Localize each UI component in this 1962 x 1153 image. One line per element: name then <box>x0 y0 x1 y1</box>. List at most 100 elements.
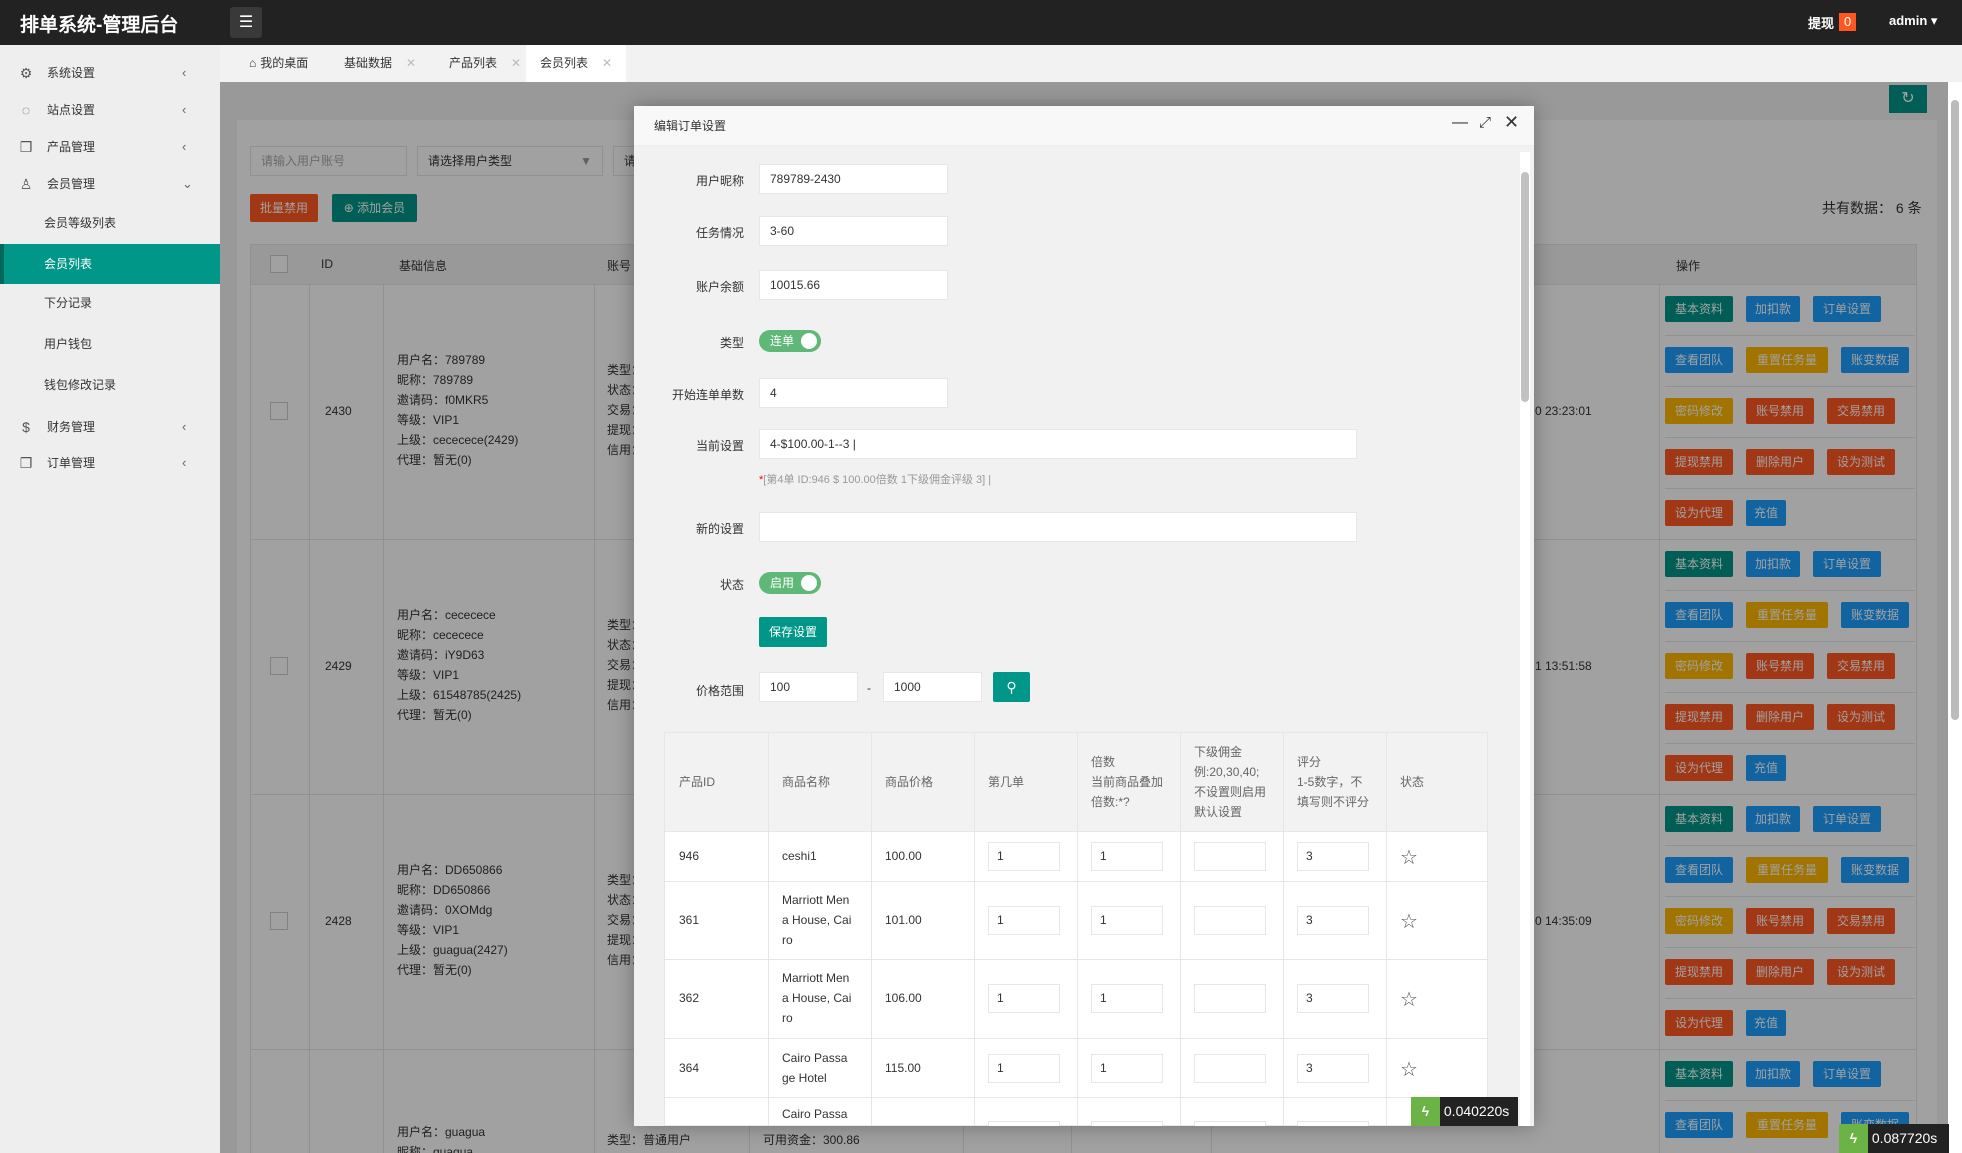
sidebar-item[interactable]: 会员列表 <box>0 244 220 284</box>
op-button[interactable]: 基本资料 <box>1665 296 1733 322</box>
op-button[interactable]: 加扣款 <box>1746 1061 1800 1087</box>
commission-input[interactable] <box>1194 984 1266 1013</box>
price-min-input[interactable]: 100 <box>759 672 858 702</box>
withdraw-link[interactable]: 提现 <box>1808 16 1835 31</box>
page-scrollbar[interactable] <box>1948 82 1962 1153</box>
star-icon[interactable]: ☆ <box>1400 1058 1418 1081</box>
commission-input[interactable] <box>1194 1053 1266 1083</box>
op-button[interactable]: 账变数据 <box>1841 347 1909 373</box>
op-button[interactable]: 提现禁用 <box>1665 959 1733 985</box>
op-button[interactable]: 设为代理 <box>1665 755 1733 781</box>
op-button[interactable]: 重置任务量 <box>1746 857 1828 883</box>
op-button[interactable]: 重置任务量 <box>1746 1112 1828 1138</box>
type-toggle[interactable]: 连单 <box>759 330 821 352</box>
user-type-select[interactable]: 请选择用户类型 ▼ <box>417 146 603 176</box>
maximize-icon[interactable]: ⤢ <box>1479 114 1492 131</box>
op-button[interactable]: 删除用户 <box>1746 959 1814 985</box>
minimize-icon[interactable]: — <box>1452 114 1468 131</box>
refresh-button[interactable]: ↻ <box>1889 85 1927 113</box>
op-button[interactable]: 设为测试 <box>1827 449 1895 475</box>
op-button[interactable]: 基本资料 <box>1665 1061 1733 1087</box>
order-number-input[interactable]: 1 <box>988 842 1060 871</box>
order-number-input[interactable]: 1 <box>988 906 1060 935</box>
sidebar-item[interactable]: 下分记录 <box>0 285 220 321</box>
add-member-button[interactable]: ⊕ 添加会员 <box>332 194 417 222</box>
order-number-input[interactable]: 1 <box>988 1053 1060 1083</box>
search-button[interactable]: ⚲ <box>993 672 1030 702</box>
op-button[interactable]: 删除用户 <box>1746 449 1814 475</box>
op-button[interactable]: 查看团队 <box>1665 857 1733 883</box>
user-menu[interactable]: admin ▾ <box>1889 13 1938 28</box>
op-button[interactable]: 交易禁用 <box>1827 653 1895 679</box>
multiplier-input[interactable]: 1 <box>1091 1121 1163 1126</box>
menu-toggle-button[interactable]: ☰ <box>230 7 262 38</box>
op-button[interactable]: 加扣款 <box>1746 806 1800 832</box>
multiplier-input[interactable]: 1 <box>1091 984 1163 1013</box>
multiplier-input[interactable]: 1 <box>1091 1053 1163 1083</box>
op-button[interactable]: 查看团队 <box>1665 347 1733 373</box>
op-button[interactable]: 基本资料 <box>1665 551 1733 577</box>
sidebar-item[interactable]: ❒ 产品管理 ‹ <box>0 129 220 165</box>
op-button[interactable]: 订单设置 <box>1813 296 1881 322</box>
star-icon[interactable]: ☆ <box>1400 847 1418 869</box>
op-button[interactable]: 加扣款 <box>1746 551 1800 577</box>
price-max-input[interactable]: 1000 <box>883 672 982 702</box>
row-checkbox[interactable] <box>270 912 288 930</box>
dialog-scrollbar[interactable] <box>1520 152 1530 1126</box>
batch-disable-button[interactable]: 批量禁用 <box>250 194 318 222</box>
row-checkbox[interactable] <box>270 402 288 420</box>
star-icon[interactable]: ☆ <box>1400 1121 1418 1126</box>
tab-2[interactable]: 产品列表 ✕ <box>435 45 535 82</box>
sidebar-item[interactable]: ❒ 订单管理 ‹ <box>0 445 220 481</box>
task-input[interactable]: 3-60 <box>759 216 948 246</box>
op-button[interactable]: 提现禁用 <box>1665 449 1733 475</box>
op-button[interactable]: 重置任务量 <box>1746 602 1828 628</box>
op-button[interactable]: 账号禁用 <box>1746 908 1814 934</box>
op-button[interactable]: 交易禁用 <box>1827 908 1895 934</box>
op-button[interactable]: 提现禁用 <box>1665 704 1733 730</box>
op-button[interactable]: 密码修改 <box>1665 908 1733 934</box>
close-tab-icon[interactable]: ✕ <box>602 56 613 70</box>
start-count-input[interactable]: 4 <box>759 378 948 408</box>
op-button[interactable]: 充值 <box>1746 1010 1786 1036</box>
sidebar-item[interactable]: $ 财务管理 ‹ <box>0 409 220 445</box>
op-button[interactable]: 密码修改 <box>1665 653 1733 679</box>
sidebar-item[interactable]: 用户钱包 <box>0 326 220 362</box>
op-button[interactable]: 设为代理 <box>1665 1010 1733 1036</box>
row-checkbox[interactable] <box>270 657 288 675</box>
sidebar-item[interactable]: 会员等级列表 <box>0 205 220 241</box>
op-button[interactable]: 查看团队 <box>1665 1112 1733 1138</box>
op-button[interactable]: 加扣款 <box>1746 296 1800 322</box>
nickname-input[interactable]: 789789-2430 <box>759 164 948 194</box>
close-tab-icon[interactable]: ✕ <box>511 56 522 70</box>
star-icon[interactable]: ☆ <box>1400 911 1418 933</box>
close-icon[interactable]: ✕ <box>1504 112 1520 132</box>
balance-input[interactable]: 10015.66 <box>759 270 948 300</box>
order-number-input[interactable]: 1 <box>988 984 1060 1013</box>
select-all-checkbox[interactable] <box>270 255 288 273</box>
op-button[interactable]: 基本资料 <box>1665 806 1733 832</box>
sidebar-item[interactable]: ♙ 会员管理 ⌄ <box>0 166 220 202</box>
user-account-search-input[interactable]: 请输入用户账号 <box>250 146 407 176</box>
op-button[interactable]: 账变数据 <box>1841 602 1909 628</box>
sidebar-item[interactable]: ◌ 站点设置 ‹ <box>0 92 220 128</box>
score-input[interactable]: 3 <box>1297 842 1369 871</box>
multiplier-input[interactable]: 1 <box>1091 906 1163 935</box>
score-input[interactable]: 3 <box>1297 984 1369 1013</box>
op-button[interactable]: 查看团队 <box>1665 602 1733 628</box>
commission-input[interactable] <box>1194 842 1266 871</box>
op-button[interactable]: 充值 <box>1746 500 1786 526</box>
status-toggle[interactable]: 启用 <box>759 572 821 594</box>
op-button[interactable]: 设为测试 <box>1827 704 1895 730</box>
op-button[interactable]: 订单设置 <box>1813 551 1881 577</box>
op-button[interactable]: 账号禁用 <box>1746 653 1814 679</box>
commission-input[interactable] <box>1194 906 1266 935</box>
op-button[interactable]: 删除用户 <box>1746 704 1814 730</box>
op-button[interactable]: 交易禁用 <box>1827 398 1895 424</box>
op-button[interactable]: 账号禁用 <box>1746 398 1814 424</box>
op-button[interactable]: 订单设置 <box>1813 1061 1881 1087</box>
op-button[interactable]: 充值 <box>1746 755 1786 781</box>
tab-1[interactable]: 基础数据 ✕ <box>330 45 430 82</box>
score-input[interactable]: 3 <box>1297 906 1369 935</box>
current-setting-input[interactable]: 4-$100.00-1--3 | <box>759 429 1357 459</box>
